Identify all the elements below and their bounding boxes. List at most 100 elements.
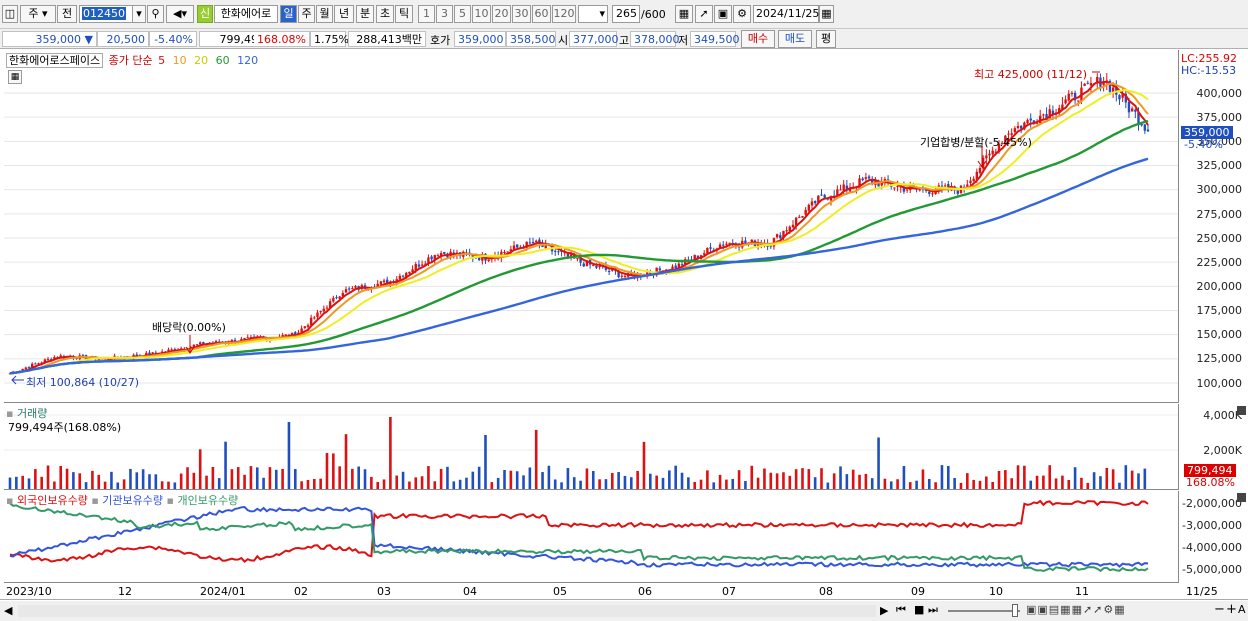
price-chart-svg (4, 71, 1178, 385)
candle-body (981, 157, 985, 169)
volume-bar (40, 476, 43, 489)
volume-bar (293, 469, 297, 489)
candle-body (943, 185, 947, 187)
chart-view-icons[interactable]: ▣▣▤▦▦➚➚⚙▦ (1026, 603, 1126, 616)
tab-second[interactable]: 초 (376, 5, 394, 23)
candle-body (192, 344, 196, 347)
volume-bar (630, 477, 633, 489)
candle-body (354, 286, 357, 288)
interval-custom-select[interactable]: ▾ (578, 5, 608, 23)
ma-5-label: 5 (158, 54, 166, 67)
volume-bar (680, 472, 684, 489)
interval-10[interactable]: 10 (472, 5, 491, 23)
stock-name-field[interactable]: 한화에어로 (214, 5, 278, 23)
volume-bar (217, 478, 221, 489)
volume-bar (78, 473, 82, 489)
volume-bar (940, 465, 944, 489)
candle-body (535, 240, 538, 243)
close-panel-icon[interactable] (1237, 493, 1246, 502)
candle-body (1045, 114, 1048, 119)
candle-body (722, 244, 725, 246)
volume-bar (826, 482, 830, 489)
candle-body (988, 153, 991, 156)
candle-body (1039, 115, 1042, 124)
first-page-icon[interactable]: ⏮ (896, 603, 906, 616)
candle-body (1064, 99, 1067, 104)
volume-bar (782, 472, 785, 489)
candle-body (135, 354, 138, 357)
scroll-track[interactable] (18, 605, 876, 617)
interval-5[interactable]: 5 (454, 5, 471, 23)
volume-bar (344, 434, 348, 489)
interval-60[interactable]: 60 (532, 5, 551, 23)
candle-body (871, 179, 874, 184)
code-dropdown-icon[interactable]: ▾ (132, 5, 146, 23)
candle-body (1058, 108, 1061, 113)
change-pct: -5.40% (149, 31, 197, 47)
x-label: 02 (294, 585, 308, 598)
interval-1[interactable]: 1 (418, 5, 435, 23)
candle-body (328, 301, 332, 309)
volume-bar (103, 481, 107, 489)
date-input[interactable]: 2024/11/25 (753, 5, 819, 23)
candle-body (411, 269, 414, 273)
interval-20[interactable]: 20 (492, 5, 511, 23)
x-label: 07 (722, 585, 736, 598)
sell-button[interactable]: 매도 (778, 30, 812, 48)
volume-bar (1016, 465, 1020, 489)
search-icon[interactable]: ⚲ (147, 5, 164, 23)
gear-icon[interactable]: ⚙ (733, 5, 751, 23)
code-input[interactable]: 012450 (79, 5, 146, 23)
interval-30[interactable]: 30 (512, 5, 531, 23)
candle-body (398, 275, 402, 280)
x-label: 05 (553, 585, 567, 598)
panel-settings-icon[interactable]: ▦ (8, 70, 22, 84)
stop-icon[interactable]: ■ (914, 603, 925, 616)
candle-body (607, 270, 611, 272)
buy-button[interactable]: 매수 (741, 30, 775, 48)
volume-bar (8, 477, 12, 489)
period-type-select[interactable]: 주 ▾ (20, 5, 56, 23)
interval-3[interactable]: 3 (436, 5, 453, 23)
close-panel-icon[interactable] (1237, 406, 1246, 415)
volume-bar (649, 473, 652, 489)
layout-icon[interactable]: ◫ (2, 5, 18, 23)
zoom-thumb[interactable] (1012, 604, 1018, 617)
volume-bar (452, 481, 456, 489)
tab-minute[interactable]: 분 (356, 5, 374, 23)
volume-bar (15, 476, 18, 489)
zoom-slider[interactable] (948, 610, 1020, 612)
save-icon[interactable]: ▣ (714, 5, 732, 23)
count-input[interactable]: 265 (612, 5, 640, 23)
zoom-plus-icon[interactable]: + (1226, 602, 1237, 617)
volume-bar (332, 453, 335, 489)
ma-20-label: 20 (194, 54, 209, 67)
volume-bar (655, 475, 658, 489)
y-tick: 375,000 (1196, 111, 1243, 124)
volume-bar (363, 469, 367, 489)
speaker-icon[interactable]: ◀▾ (166, 5, 194, 23)
volume-bar (851, 469, 855, 489)
scroll-left-icon[interactable]: ◀ (4, 604, 13, 617)
chart-title[interactable]: 한화에어로스페이스 (6, 53, 104, 68)
eval-button[interactable]: 평 (816, 30, 836, 48)
candle-body (1042, 114, 1045, 116)
volume-bar (566, 468, 570, 489)
interval-120[interactable]: 120 (552, 5, 576, 23)
zoom-in-icon[interactable]: − (1214, 602, 1225, 617)
text-tool-icon[interactable]: A (1238, 603, 1246, 616)
tab-week[interactable]: 주 (298, 5, 315, 23)
tab-day[interactable]: 일 (280, 5, 297, 23)
volume-bar (129, 468, 132, 489)
chart-tools-icon[interactable]: ▦ (675, 5, 693, 23)
last-page-icon[interactable]: ⏭ (928, 603, 938, 616)
calendar-icon[interactable]: ▦ (819, 5, 834, 23)
tab-month[interactable]: 월 (316, 5, 333, 23)
scroll-right-icon[interactable]: ▶ (880, 604, 889, 617)
before-button[interactable]: 전 (57, 5, 77, 23)
candle-body (807, 204, 811, 211)
volume-bar (1137, 473, 1140, 489)
tab-tick[interactable]: 틱 (395, 5, 413, 23)
draw-icon[interactable]: ➚ (695, 5, 713, 23)
tab-year[interactable]: 년 (334, 5, 354, 23)
